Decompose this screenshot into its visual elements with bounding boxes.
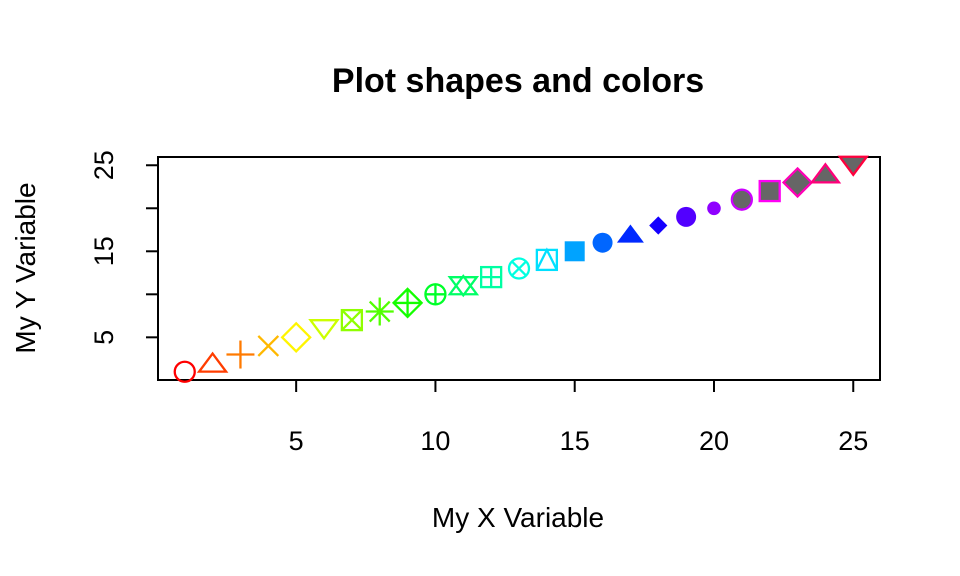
data-point bbox=[479, 265, 503, 289]
data-point bbox=[758, 179, 781, 203]
data-point bbox=[226, 340, 255, 369]
data-point bbox=[535, 247, 559, 272]
x-tick-label: 5 bbox=[289, 426, 304, 456]
x-tick-label: 15 bbox=[560, 426, 590, 456]
data-point bbox=[173, 360, 196, 383]
y-tick-label: 15 bbox=[89, 236, 119, 266]
data-point bbox=[507, 257, 531, 280]
x-tick-label: 10 bbox=[420, 426, 450, 456]
data-point bbox=[280, 321, 312, 353]
data-point bbox=[308, 319, 340, 341]
data-point bbox=[196, 351, 229, 373]
data-point bbox=[564, 241, 585, 262]
x-axis-label: My X Variable bbox=[432, 502, 604, 533]
data-points bbox=[173, 155, 870, 383]
data-point bbox=[676, 206, 697, 227]
data-point bbox=[781, 166, 814, 199]
data-point bbox=[365, 297, 394, 326]
data-point bbox=[424, 283, 447, 306]
data-point bbox=[809, 162, 842, 184]
data-point bbox=[730, 188, 753, 211]
data-point bbox=[257, 335, 280, 357]
y-axis-label: My Y Variable bbox=[10, 182, 41, 353]
y-tick-label: 5 bbox=[89, 330, 119, 345]
data-point bbox=[649, 216, 668, 235]
data-point bbox=[447, 274, 480, 298]
data-point bbox=[340, 308, 364, 332]
data-point bbox=[707, 201, 721, 216]
chart-title: Plot shapes and colors bbox=[332, 62, 704, 100]
axes: 5 10 15 20 25 5 15 25 bbox=[89, 150, 868, 456]
data-point bbox=[837, 155, 870, 177]
y-tick-label: 25 bbox=[89, 150, 119, 180]
x-tick-label: 25 bbox=[838, 426, 868, 456]
data-point bbox=[592, 232, 613, 253]
x-tick-label: 20 bbox=[699, 426, 729, 456]
data-point bbox=[616, 224, 644, 243]
data-point bbox=[391, 287, 424, 319]
